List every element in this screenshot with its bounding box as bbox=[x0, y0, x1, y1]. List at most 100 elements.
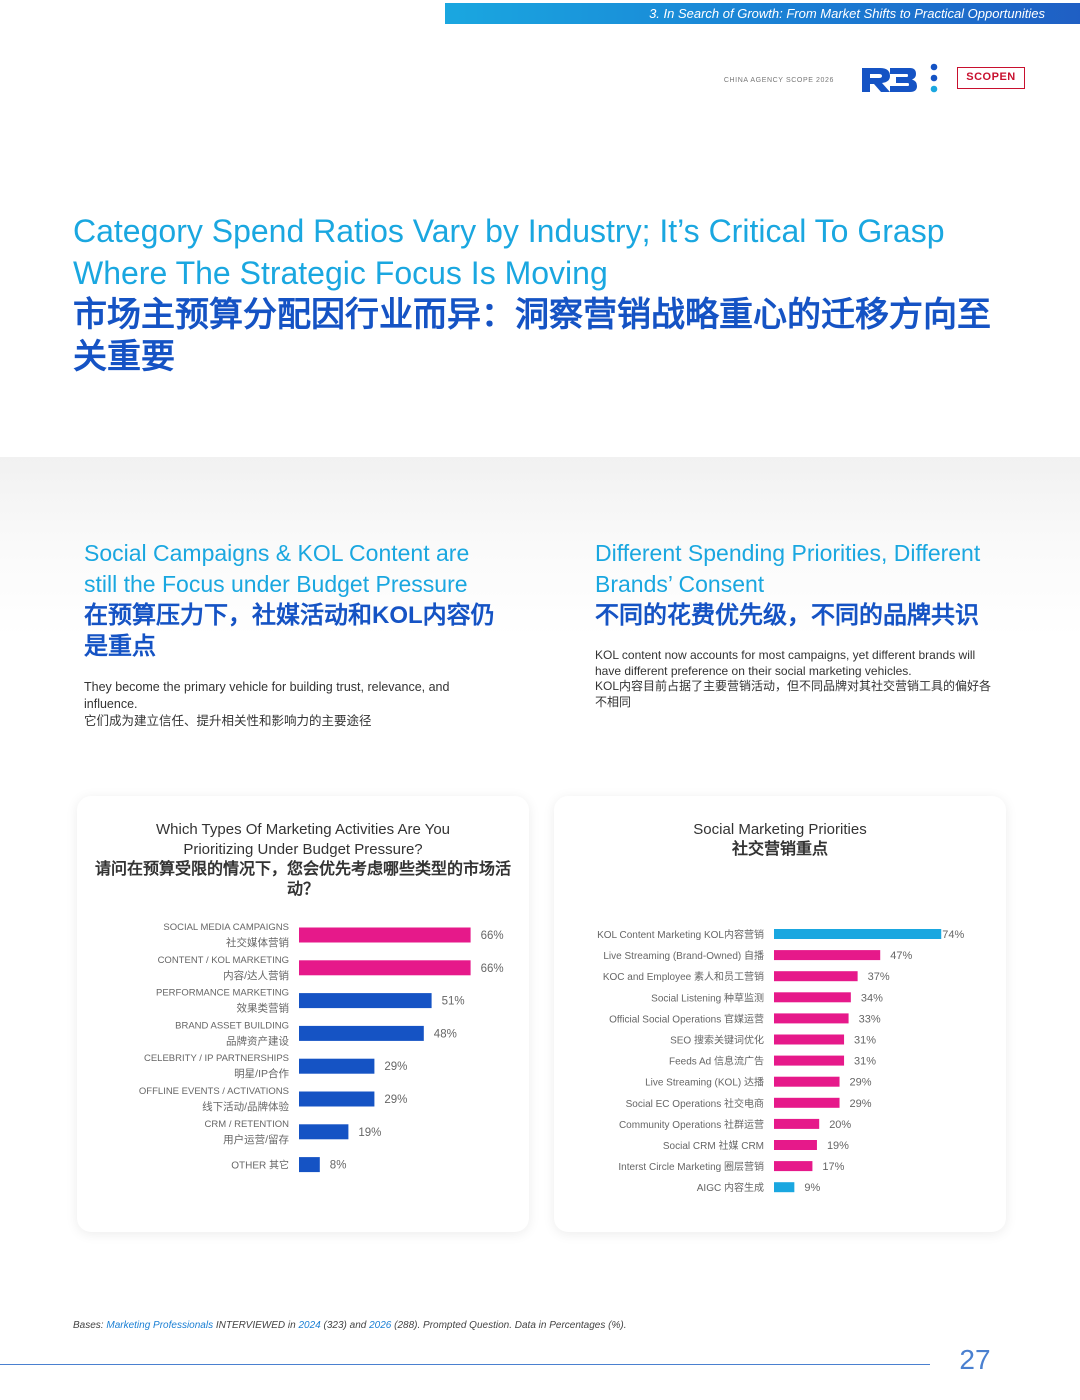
chart1-bar-group: CELEBRITY / IP PARTNERSHIPS 明星/IP合作 29% bbox=[144, 1053, 407, 1080]
left-heading-en: Social Campaigns & KOL Content are still… bbox=[84, 540, 470, 597]
chart2-bar bbox=[774, 971, 858, 982]
chart2-title-zh: 社交营销重点 bbox=[731, 841, 828, 858]
chart2-value-label: 20% bbox=[829, 1119, 851, 1131]
chart2-bar-label: Feeds Ad 信息流广告 bbox=[669, 1055, 764, 1068]
chart2-bar-label: SEO 搜索关键词优化 bbox=[670, 1034, 764, 1047]
chart1-bar bbox=[299, 960, 471, 976]
chart2-bar bbox=[774, 1097, 840, 1108]
chart2-bar bbox=[774, 1182, 795, 1193]
chart1-value-label: 48% bbox=[434, 1028, 457, 1040]
chart2-bar-label: KOL Content Marketing KOL内容营销 bbox=[597, 928, 764, 941]
chart1-bar-label-en: PERFORMANCE MARKETING bbox=[156, 988, 289, 999]
bases-interviewed: INTERVIEWED in bbox=[215, 1320, 296, 1331]
bases-prefix: Bases: bbox=[73, 1320, 104, 1331]
chart2-bar bbox=[774, 929, 942, 939]
right-desc-zh: KOL内容目前占据了主要营销活动，但不同品牌对其社交营销工具的偏好各不相同 bbox=[595, 679, 992, 709]
chart2-bar-group: Live Streaming (Brand-Owned) 自播 47% bbox=[603, 949, 912, 962]
chart2-value-label: 47% bbox=[890, 950, 912, 962]
right-section-header: Different Spending Priorities, Different… bbox=[595, 538, 995, 710]
chart2-bar bbox=[774, 1140, 817, 1150]
chart2-bar-group: Social Listening 种草监测 34% bbox=[651, 991, 883, 1004]
chart1-bar-label-zh: 效果类营销 bbox=[237, 1002, 290, 1015]
chart2-bar-label: Social EC Operations 社交电商 bbox=[626, 1097, 764, 1110]
chart2-value-label: 29% bbox=[850, 1098, 872, 1110]
page-title-en: Category Spend Ratios Vary by Industry; … bbox=[73, 213, 945, 291]
footer-divider bbox=[0, 1364, 930, 1365]
section-banner: 3. In Search of Growth: From Market Shif… bbox=[445, 3, 1080, 24]
left-heading-zh: 在预算压力下，社媒活动和KOL内容仍是重点 bbox=[84, 602, 495, 660]
chart2-bar-group: Social EC Operations 社交电商 29% bbox=[626, 1097, 872, 1110]
social-priorities-card: Social Marketing Priorities 社交营销重点 KOL C… bbox=[554, 796, 1006, 1232]
chart1-value-label: 66% bbox=[481, 963, 504, 975]
chart2-bar-label: Official Social Operations 官媒运营 bbox=[609, 1012, 764, 1025]
chart2-value-label: 33% bbox=[859, 1013, 881, 1025]
right-heading-en: Different Spending Priorities, Different… bbox=[595, 540, 981, 597]
chart2-value-label: 74% bbox=[942, 929, 964, 941]
chart2-bar-group: Live Streaming (KOL) 达播 29% bbox=[645, 1076, 872, 1089]
chart2-title-en: Social Marketing Priorities bbox=[693, 821, 867, 838]
chart2-value-label: 34% bbox=[861, 992, 883, 1004]
chart2-value-label: 19% bbox=[827, 1140, 849, 1152]
chart2-value-label: 29% bbox=[850, 1077, 872, 1089]
chart1-title-zh: 请问在预算受限的情况下，您会优先考虑哪些类型的市场活动？ bbox=[95, 861, 512, 898]
bases-note: Bases: Marketing Professionals INTERVIEW… bbox=[73, 1320, 873, 1331]
chart1-bar-label-en: SOCIAL MEDIA CAMPAIGNS bbox=[163, 922, 289, 933]
chart1-bar-label-zh: 社交媒体营销 bbox=[226, 936, 289, 949]
chart1-value-label: 19% bbox=[358, 1127, 381, 1139]
chart1-value-label: 29% bbox=[384, 1061, 407, 1073]
bases-n1: (323) and bbox=[323, 1320, 367, 1331]
chart2-bar-group: AIGC 内容生成 9% bbox=[697, 1181, 821, 1194]
bases-year2: 2026 bbox=[369, 1320, 392, 1331]
chart2-bar-label: AIGC 内容生成 bbox=[697, 1181, 764, 1194]
chart2-bar bbox=[774, 1161, 813, 1172]
chart1-bar-label-zh: 品牌资产建设 bbox=[226, 1034, 289, 1047]
chart1-bar-label-en: CRM / RETENTION bbox=[205, 1119, 290, 1130]
chart1-bar-label-en: CONTENT / KOL MARKETING bbox=[158, 955, 289, 966]
section-label: 3. In Search of Growth: From Market Shif… bbox=[649, 6, 1045, 21]
page-title-zh: 市场主预算分配因行业而异：洞察营销战略重心的迁移方向至关重要 bbox=[73, 296, 991, 376]
chart2-bar-group: SEO 搜索关键词优化 31% bbox=[670, 1034, 876, 1047]
chart1-bar bbox=[299, 927, 471, 943]
chart2-plot: KOL Content Marketing KOL内容营销 74% Live Str… bbox=[597, 928, 964, 1194]
chart1-bar-group: BRAND ASSET BUILDING 品牌资产建设 48% bbox=[175, 1020, 457, 1047]
chart2-bar-label: KOC and Employee 素人和员工营销 bbox=[603, 970, 764, 983]
report-name: CHINA AGENCY SCOPE 2026 bbox=[723, 77, 834, 84]
right-heading-zh: 不同的花费优先级，不同的品牌共识 bbox=[595, 602, 979, 629]
chart1-value-label: 29% bbox=[384, 1094, 407, 1106]
chart1-bar bbox=[299, 1091, 375, 1107]
chart1-value-label: 51% bbox=[442, 996, 465, 1008]
chart1-bar bbox=[299, 993, 432, 1009]
chart2-bar-label: Social CRM 社媒 CRM bbox=[663, 1139, 764, 1152]
chart2-bar bbox=[774, 1034, 845, 1045]
chart1-value-label: 66% bbox=[481, 930, 504, 942]
chart1-bar-group: CRM / RETENTION 用户运营/留存 19% bbox=[205, 1119, 382, 1146]
chart1-bar-label-zh: 明星/IP合作 bbox=[234, 1067, 289, 1080]
chart2-bar-label: Live Streaming (Brand-Owned) 自播 bbox=[603, 949, 764, 962]
chart1-bar-label-zh: 线下活动/品牌体验 bbox=[202, 1100, 289, 1113]
chart2-title: Social Marketing Priorities 社交营销重点 bbox=[554, 820, 1006, 860]
chart1-bar-label: OTHER 其它 bbox=[231, 1159, 289, 1172]
chart1-bar-label-zh: 用户运营/留存 bbox=[223, 1133, 289, 1146]
chart1-title-en: Which Types Of Marketing Activities Are … bbox=[155, 821, 451, 858]
chart2-bar bbox=[774, 1055, 845, 1066]
bases-n2: (288). Prompted Question. Data in Percen… bbox=[394, 1320, 627, 1331]
chart1-bar-group: OTHER 其它 8% bbox=[231, 1157, 347, 1173]
marketing-activities-card: Which Types Of Marketing Activities Are … bbox=[77, 796, 529, 1232]
left-desc-en: They become the primary vehicle for buil… bbox=[84, 680, 450, 711]
chart2-bar-group: Social CRM 社媒 CRM 19% bbox=[663, 1139, 849, 1152]
chart2-bar bbox=[774, 1118, 820, 1129]
bases-year1: 2024 bbox=[298, 1320, 321, 1331]
chart2-bar-group: KOC and Employee 素人和员工营销 37% bbox=[603, 970, 890, 983]
chart2-bar bbox=[774, 1076, 840, 1087]
chart2-value-label: 17% bbox=[822, 1161, 844, 1173]
chart1-bar-label-en: OFFLINE EVENTS / ACTIVATIONS bbox=[139, 1086, 289, 1097]
chart1-bar-group: OFFLINE EVENTS / ACTIVATIONS 线下活动/品牌体验 29% bbox=[139, 1086, 408, 1113]
chart2-bar-label: Social Listening 种草监测 bbox=[651, 991, 764, 1004]
chart2-bar-group: Community Operations 社群运营 20% bbox=[619, 1118, 851, 1131]
bases-group: Marketing Professionals bbox=[106, 1320, 214, 1331]
chart1-plot: SOCIAL MEDIA CAMPAIGNS 社交媒体营销 66% CONTENT /… bbox=[139, 922, 504, 1173]
right-desc-en: KOL content now accounts for most campai… bbox=[595, 648, 976, 678]
chart1-value-label: 8% bbox=[330, 1160, 347, 1172]
chart2-bar-group: Interst Circle Marketing 圈层营销 17% bbox=[618, 1160, 844, 1173]
chart2-value-label: 31% bbox=[854, 1056, 876, 1068]
